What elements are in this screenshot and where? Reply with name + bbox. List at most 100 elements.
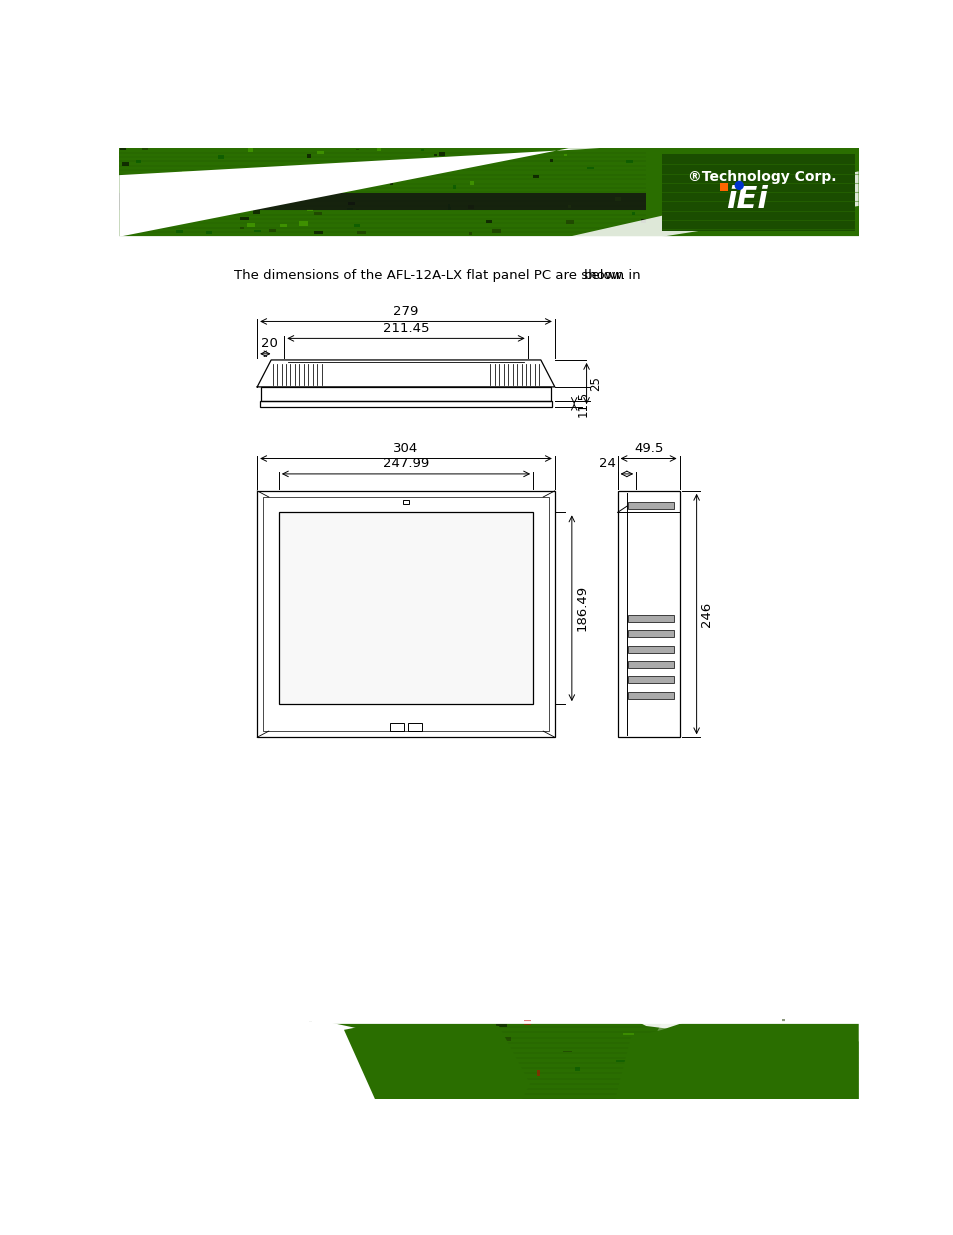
Bar: [218, 207, 226, 211]
Bar: [348, 201, 355, 205]
Bar: [279, 224, 287, 227]
Bar: [402, 500, 409, 504]
Text: 25: 25: [588, 375, 601, 390]
Bar: [824, 1042, 831, 1045]
Bar: [661, 154, 855, 231]
Bar: [314, 211, 322, 215]
Bar: [390, 724, 404, 731]
Text: 304: 304: [393, 442, 418, 454]
Polygon shape: [638, 1023, 858, 1041]
Bar: [563, 1051, 572, 1052]
Bar: [291, 167, 297, 172]
Bar: [204, 1082, 212, 1087]
Polygon shape: [344, 1023, 530, 1099]
Bar: [628, 661, 674, 668]
Bar: [496, 1024, 506, 1026]
Bar: [434, 154, 436, 157]
Bar: [269, 228, 275, 232]
Polygon shape: [119, 1023, 220, 1099]
Bar: [421, 1041, 431, 1044]
Text: 24: 24: [598, 457, 616, 471]
Bar: [281, 185, 287, 189]
Bar: [361, 1051, 371, 1056]
Bar: [247, 224, 255, 227]
Bar: [720, 183, 727, 190]
Bar: [206, 231, 212, 233]
Bar: [347, 209, 354, 210]
Bar: [695, 1052, 703, 1057]
Bar: [234, 1056, 241, 1061]
Bar: [314, 231, 323, 233]
Bar: [575, 1067, 579, 1071]
Bar: [492, 230, 501, 233]
Bar: [239, 226, 244, 228]
Bar: [356, 231, 365, 235]
Bar: [408, 724, 421, 731]
Bar: [857, 1021, 865, 1026]
Bar: [381, 1039, 390, 1042]
Bar: [776, 1079, 781, 1082]
Bar: [136, 203, 143, 206]
Bar: [239, 1036, 248, 1040]
Bar: [398, 1070, 402, 1074]
Bar: [586, 167, 593, 168]
Text: 279: 279: [393, 305, 418, 317]
Text: 49.5: 49.5: [633, 442, 662, 454]
Bar: [176, 230, 183, 232]
Bar: [175, 1030, 186, 1035]
Bar: [240, 1089, 249, 1093]
Bar: [615, 198, 620, 201]
Bar: [566, 220, 573, 224]
Bar: [500, 1037, 510, 1041]
Text: 20: 20: [260, 337, 277, 350]
Bar: [355, 148, 358, 151]
Text: 211.45: 211.45: [382, 321, 429, 335]
Bar: [537, 1071, 539, 1076]
Text: 11.5: 11.5: [576, 390, 589, 417]
Bar: [119, 1023, 858, 1099]
Bar: [563, 153, 566, 156]
Bar: [447, 205, 450, 207]
Bar: [390, 182, 393, 184]
Bar: [375, 174, 378, 177]
Bar: [718, 1042, 724, 1045]
Bar: [307, 154, 311, 158]
Bar: [262, 1093, 269, 1095]
Bar: [410, 1050, 416, 1055]
Bar: [259, 401, 552, 406]
Bar: [217, 154, 223, 159]
Bar: [468, 205, 474, 209]
Bar: [550, 158, 552, 162]
Bar: [645, 148, 858, 237]
Bar: [307, 209, 313, 211]
Bar: [265, 1046, 273, 1047]
Polygon shape: [622, 1023, 858, 1099]
Bar: [440, 162, 444, 164]
Bar: [283, 1087, 290, 1092]
Bar: [222, 172, 226, 173]
Text: 246: 246: [700, 601, 713, 626]
Text: 247.99: 247.99: [382, 457, 429, 471]
Bar: [711, 1031, 715, 1036]
Bar: [625, 159, 633, 163]
Bar: [298, 221, 308, 226]
Bar: [182, 170, 190, 174]
Bar: [463, 1034, 474, 1037]
Text: ®Technology Corp.: ®Technology Corp.: [687, 169, 836, 184]
Bar: [200, 1045, 207, 1050]
Polygon shape: [545, 172, 858, 237]
Bar: [688, 1039, 694, 1042]
Bar: [354, 224, 359, 227]
Polygon shape: [119, 148, 599, 237]
Bar: [177, 1062, 186, 1067]
Bar: [155, 1029, 164, 1032]
Bar: [420, 149, 423, 152]
Bar: [124, 1029, 132, 1031]
Bar: [427, 1031, 430, 1034]
Bar: [628, 630, 674, 637]
Bar: [387, 173, 395, 175]
Bar: [135, 161, 141, 163]
Bar: [309, 1021, 312, 1024]
Bar: [119, 148, 858, 237]
Bar: [376, 147, 381, 151]
